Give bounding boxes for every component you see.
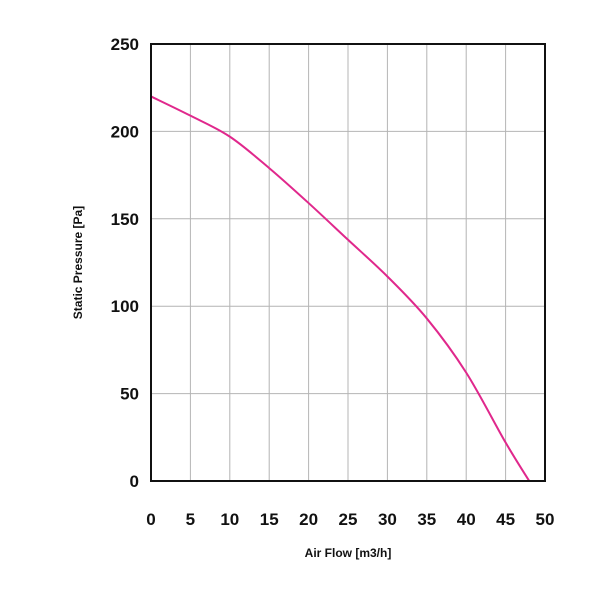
x-axis-title: Air Flow [m3/h] xyxy=(305,546,392,560)
series-line xyxy=(150,95,531,482)
x-tick-label: 15 xyxy=(260,510,279,529)
x-tick-label: 45 xyxy=(496,510,515,529)
plot-area-frame xyxy=(150,43,546,482)
x-tick-label: 25 xyxy=(339,510,358,529)
x-tick-label: 20 xyxy=(299,510,318,529)
x-tick-label: 10 xyxy=(220,510,239,529)
y-axis-title: Static Pressure [Pa] xyxy=(71,206,85,319)
y-tick-label: 150 xyxy=(111,210,139,229)
x-tick-label: 35 xyxy=(417,510,436,529)
x-tick-label: 40 xyxy=(457,510,476,529)
y-tick-label: 250 xyxy=(111,35,139,54)
x-tick-label: 5 xyxy=(186,510,195,529)
x-tick-label: 50 xyxy=(536,510,555,529)
y-tick-label: 50 xyxy=(120,385,139,404)
y-tick-label: 100 xyxy=(111,297,139,316)
y-axis-ticks: 0 50 100 150 200 250 xyxy=(111,35,139,491)
y-tick-label: 0 xyxy=(130,472,139,491)
x-tick-label: 0 xyxy=(146,510,155,529)
x-tick-label: 30 xyxy=(378,510,397,529)
series-layer xyxy=(150,95,531,482)
y-tick-label: 200 xyxy=(111,122,139,141)
x-axis-ticks: 0 5 10 15 20 25 30 35 40 45 50 xyxy=(146,510,554,529)
